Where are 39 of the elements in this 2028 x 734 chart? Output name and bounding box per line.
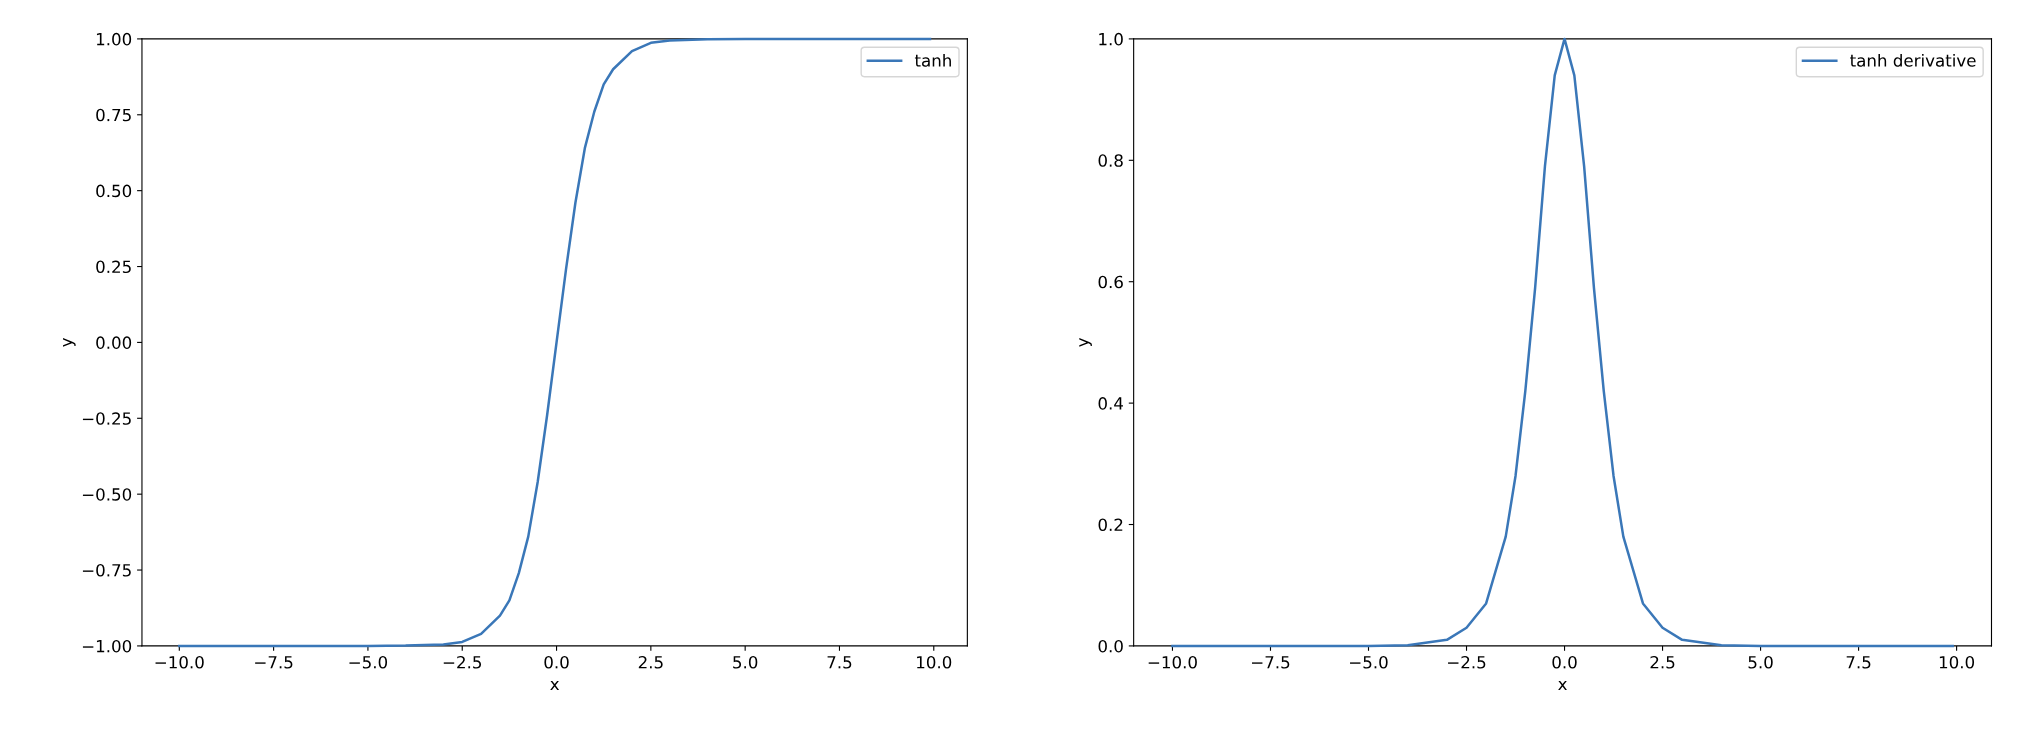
- y-tick-label: −0.50: [82, 488, 132, 501]
- x-tick-label: 5.0: [1748, 655, 1773, 669]
- y-tick-label: −1.00: [82, 639, 132, 653]
- x-tick-label: −5.0: [1350, 655, 1388, 669]
- y-tick-label: −0.25: [82, 412, 131, 425]
- y-tick-label: 0.6: [1098, 275, 1123, 289]
- x-tick-label: 2.5: [1650, 655, 1675, 669]
- x-tick-label: −7.5: [255, 656, 293, 669]
- y-tick-label: 0.8: [1098, 154, 1123, 167]
- y-tick-label: −0.75: [82, 564, 131, 577]
- y-tick-label: 0.00: [96, 336, 132, 349]
- x-tick-label: −10.0: [155, 655, 204, 669]
- x-tick-label: 10.0: [1939, 655, 1975, 669]
- x-tick-label: 2.5: [638, 655, 663, 669]
- x-axis-title: x: [1558, 680, 1567, 690]
- y-axis-title: y: [1079, 337, 1092, 347]
- x-tick-label: −2.5: [1448, 655, 1486, 669]
- x-tick-label: −7.5: [1252, 656, 1290, 669]
- y-tick-label: 0.0: [1098, 639, 1123, 653]
- y-tick-label: 1.00: [96, 32, 132, 46]
- x-tick-label: 5.0: [733, 655, 758, 669]
- y-tick-label: 0.2: [1098, 518, 1123, 532]
- x-tick-label: 7.5: [827, 656, 852, 669]
- legend-label: tanh derivative: [1850, 53, 1976, 67]
- x-tick-label: 0.0: [544, 655, 569, 669]
- x-tick-label: 7.5: [1846, 656, 1871, 669]
- y-axis-title: y: [63, 337, 76, 347]
- x-tick-label: −2.5: [443, 655, 482, 669]
- y-tick-label: 0.4: [1098, 397, 1123, 410]
- y-tick-label: 0.25: [96, 260, 131, 274]
- x-tick-label: −5.0: [349, 655, 388, 669]
- x-tick-label: 10.0: [917, 655, 952, 669]
- x-tick-label: 0.0: [1552, 655, 1577, 669]
- y-tick-label: 1.0: [1099, 32, 1123, 46]
- x-tick-label: −10.0: [1148, 655, 1197, 669]
- y-tick-label: 0.50: [96, 184, 132, 198]
- y-tick-label: 0.75: [96, 108, 131, 122]
- legend-label: tanh: [914, 53, 951, 67]
- x-axis-title: x: [550, 680, 560, 690]
